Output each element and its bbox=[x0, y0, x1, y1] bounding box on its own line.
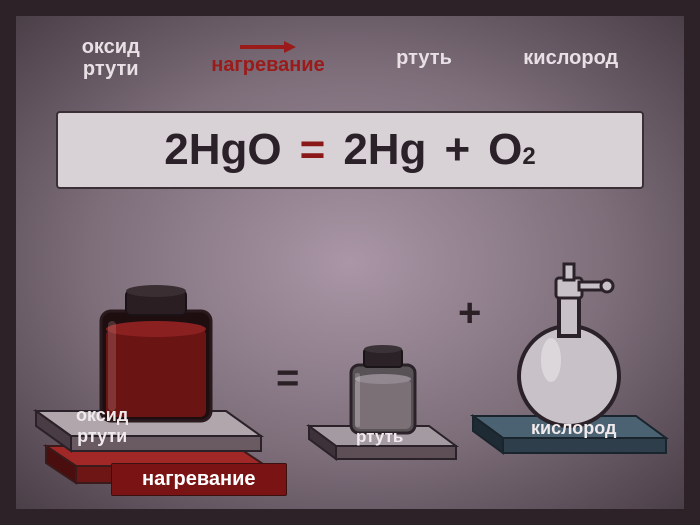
mid-drawing bbox=[301, 321, 466, 481]
left-caption: оксидртути bbox=[76, 405, 128, 447]
right-drawing bbox=[461, 256, 676, 476]
eq-plus: + bbox=[444, 125, 470, 175]
eq-rhs1: 2Hg bbox=[343, 125, 426, 175]
text: кислород bbox=[523, 47, 618, 69]
text: нагревание bbox=[211, 54, 325, 77]
mid-caption: ртуть bbox=[356, 427, 403, 447]
eq-lhs: 2HgO bbox=[164, 125, 281, 175]
label-mercury: ртуть bbox=[396, 47, 452, 69]
right-group: кислород bbox=[461, 256, 676, 476]
right-caption: кислород bbox=[531, 418, 616, 439]
text: ртуть bbox=[396, 47, 452, 69]
scene: оксидртути нагревание = ртуть bbox=[16, 216, 684, 509]
mid-group: ртуть bbox=[301, 321, 466, 481]
label-heating: нагревание bbox=[211, 40, 325, 77]
eq-rhs2: O2 bbox=[488, 125, 536, 175]
heating-caption: нагревание bbox=[111, 463, 287, 496]
arrow-icon bbox=[238, 40, 298, 54]
label-oxide-mercury: оксидртути bbox=[82, 36, 140, 80]
text: оксидртути bbox=[82, 36, 140, 80]
top-label-row: оксидртути нагревание ртуть кислород bbox=[16, 36, 684, 80]
equation-box: 2HgO = 2Hg + O2 bbox=[56, 111, 644, 189]
scene-equals-icon: = bbox=[276, 356, 299, 401]
eq-equals: = bbox=[300, 125, 326, 175]
label-oxygen: кислород bbox=[523, 47, 618, 69]
